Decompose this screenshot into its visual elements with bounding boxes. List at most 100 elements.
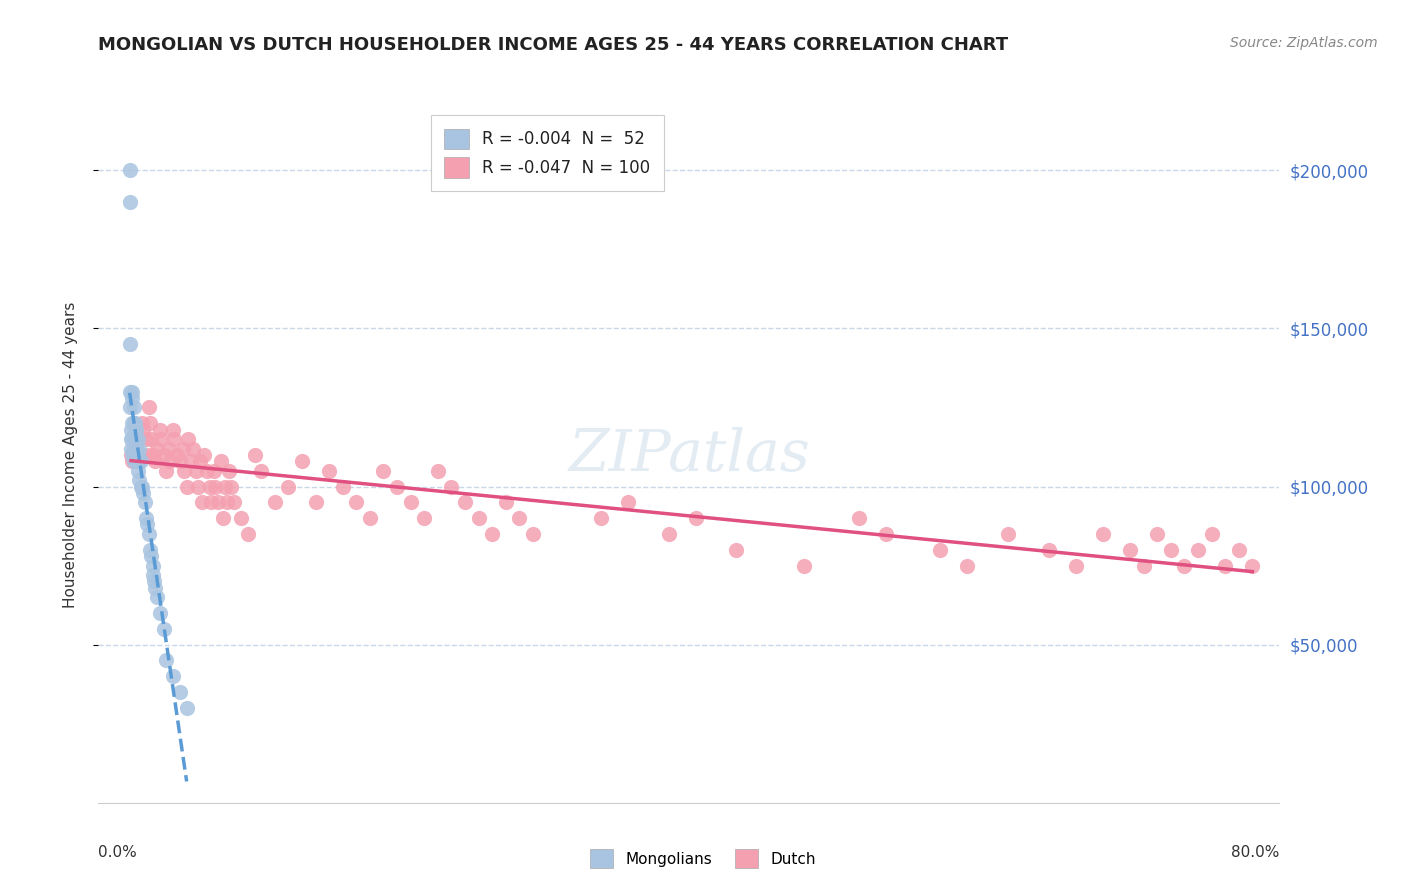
Point	[120, 432, 142, 446]
Point	[1201, 527, 1223, 541]
Point	[522, 527, 544, 541]
Point	[134, 495, 156, 509]
Point	[186, 479, 208, 493]
Point	[125, 454, 148, 468]
Point	[495, 495, 517, 509]
Point	[125, 442, 148, 456]
Point	[125, 442, 148, 456]
Point	[128, 432, 150, 446]
Point	[135, 511, 157, 525]
Text: 0.0%: 0.0%	[98, 845, 138, 860]
Point	[1146, 527, 1168, 541]
Point	[1038, 542, 1060, 557]
Point	[198, 479, 221, 493]
Point	[139, 417, 162, 431]
Point	[131, 479, 153, 493]
Legend: Mongolians, Dutch: Mongolians, Dutch	[582, 841, 824, 875]
Point	[127, 454, 149, 468]
Point	[177, 432, 200, 446]
Point	[136, 448, 159, 462]
Point	[122, 401, 145, 415]
Point	[188, 454, 211, 468]
Point	[145, 581, 167, 595]
Point	[143, 574, 166, 589]
Point	[129, 448, 152, 462]
Point	[440, 479, 463, 493]
Point	[139, 542, 162, 557]
Point	[162, 669, 184, 683]
Point	[658, 527, 681, 541]
Point	[929, 542, 952, 557]
Text: MONGOLIAN VS DUTCH HOUSEHOLDER INCOME AGES 25 - 44 YEARS CORRELATION CHART: MONGOLIAN VS DUTCH HOUSEHOLDER INCOME AG…	[98, 36, 1008, 54]
Point	[1173, 558, 1195, 573]
Point	[1064, 558, 1087, 573]
Point	[128, 473, 150, 487]
Point	[152, 622, 174, 636]
Y-axis label: Householder Income Ages 25 - 44 years: Householder Income Ages 25 - 44 years	[63, 301, 77, 608]
Point	[190, 495, 212, 509]
Point	[183, 442, 205, 456]
Point	[149, 432, 172, 446]
Point	[193, 448, 215, 462]
Point	[207, 495, 229, 509]
Point	[124, 432, 146, 446]
Point	[155, 653, 177, 667]
Text: ZIPatlas: ZIPatlas	[568, 426, 810, 483]
Point	[304, 495, 326, 509]
Point	[121, 417, 143, 431]
Point	[121, 448, 143, 462]
Point	[426, 464, 449, 478]
Point	[118, 163, 141, 178]
Text: 80.0%: 80.0%	[1232, 845, 1279, 860]
Point	[385, 479, 408, 493]
Point	[214, 479, 236, 493]
Point	[148, 606, 170, 620]
Point	[172, 442, 194, 456]
Point	[224, 495, 246, 509]
Point	[204, 479, 226, 493]
Point	[229, 511, 252, 525]
Point	[122, 454, 145, 468]
Point	[202, 464, 225, 478]
Point	[118, 194, 141, 209]
Point	[122, 417, 145, 431]
Point	[136, 517, 159, 532]
Point	[138, 527, 160, 541]
Point	[125, 423, 148, 437]
Point	[124, 432, 146, 446]
Point	[121, 432, 143, 446]
Point	[124, 417, 146, 431]
Point	[159, 454, 181, 468]
Point	[848, 511, 870, 525]
Point	[264, 495, 287, 509]
Point	[200, 495, 222, 509]
Point	[332, 479, 354, 493]
Point	[118, 384, 141, 399]
Point	[148, 423, 170, 437]
Point	[1091, 527, 1114, 541]
Point	[243, 448, 266, 462]
Point	[373, 464, 395, 478]
Point	[875, 527, 897, 541]
Point	[508, 511, 530, 525]
Point	[209, 454, 232, 468]
Point	[118, 337, 141, 351]
Point	[212, 511, 235, 525]
Point	[146, 591, 169, 605]
Point	[135, 432, 157, 446]
Point	[359, 511, 381, 525]
Point	[250, 464, 273, 478]
Point	[176, 701, 198, 715]
Point	[1213, 558, 1236, 573]
Point	[725, 542, 748, 557]
Point	[131, 417, 153, 431]
Point	[997, 527, 1019, 541]
Point	[127, 448, 149, 462]
Point	[1241, 558, 1264, 573]
Point	[195, 464, 218, 478]
Point	[956, 558, 979, 573]
Point	[617, 495, 640, 509]
Point	[122, 432, 145, 446]
Point	[236, 527, 259, 541]
Point	[163, 432, 186, 446]
